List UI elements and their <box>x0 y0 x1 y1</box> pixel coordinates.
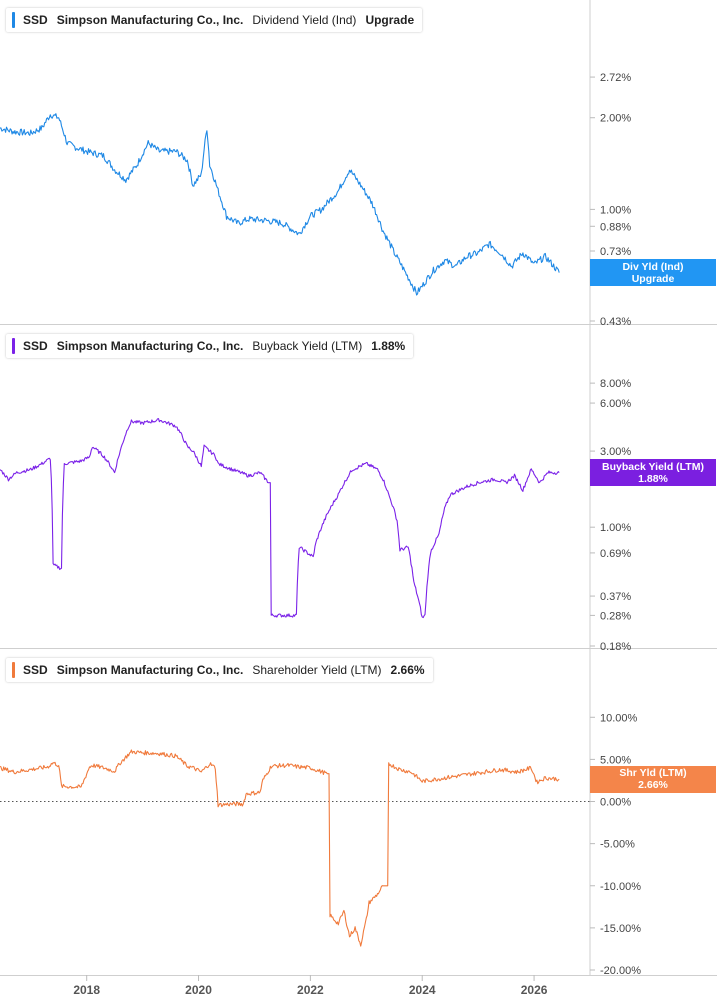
x-tick-label: 2024 <box>409 983 436 997</box>
y-tick-label: -15.00% <box>600 923 641 935</box>
legend-value: 1.88% <box>371 339 406 353</box>
dividend-yield-value-tag: Div Yld (Ind) Upgrade <box>590 259 716 287</box>
y-tick-label: 1.00% <box>600 522 631 534</box>
y-tick-label: 10.00% <box>600 712 638 724</box>
y-tick-label: 0.37% <box>600 591 631 603</box>
y-tick-label: 8.00% <box>600 378 631 390</box>
tag-value: Upgrade <box>631 272 675 285</box>
y-tick-label: 6.00% <box>600 398 631 410</box>
legend-ticker: SSD <box>23 13 48 27</box>
legend-value: 2.66% <box>390 663 425 677</box>
dividend-yield-series-line <box>0 113 560 296</box>
legend-metric: Dividend Yield (Ind) <box>252 13 357 27</box>
tag-label: Shr Yld (LTM) <box>619 767 687 780</box>
shareholder-yield-legend[interactable]: SSD Simpson Manufacturing Co., Inc. Shareh… <box>6 658 433 682</box>
y-tick-label: -20.00% <box>600 965 641 977</box>
legend-ticker: SSD <box>23 339 48 353</box>
buyback-yield-legend[interactable]: SSD Simpson Manufacturing Co., Inc. Buybac… <box>6 334 414 358</box>
y-tick-label: 0.00% <box>600 797 631 809</box>
legend-metric: Buyback Yield (LTM) <box>252 339 363 353</box>
y-tick-label: 0.18% <box>600 641 631 653</box>
legend-ticker: SSD <box>23 663 48 677</box>
legend-value: Upgrade <box>365 13 415 27</box>
dividend-yield-legend[interactable]: SSD Simpson Manufacturing Co., Inc. Divide… <box>6 8 423 32</box>
y-tick-label: 0.43% <box>600 316 631 328</box>
shareholder-yield-value-tag: Shr Yld (LTM) 2.66% <box>590 765 716 793</box>
x-tick-label: 2018 <box>73 983 100 997</box>
legend-company: Simpson Manufacturing Co., Inc. <box>56 339 244 353</box>
x-tick-label: 2020 <box>185 983 212 997</box>
y-tick-label: -5.00% <box>600 839 635 851</box>
buyback-yield-series-line <box>0 418 560 619</box>
y-tick-label: 3.00% <box>600 446 631 458</box>
legend-color-swatch <box>12 662 15 678</box>
legend-metric: Shareholder Yield (LTM) <box>252 663 382 677</box>
y-tick-label: 2.00% <box>600 113 631 125</box>
legend-color-swatch <box>12 338 15 354</box>
y-tick-label: 2.72% <box>600 72 631 84</box>
y-tick-label: 5.00% <box>600 754 631 766</box>
y-tick-label: 0.28% <box>600 610 631 622</box>
y-tick-label: 0.73% <box>600 246 631 258</box>
tag-label: Buyback Yield (LTM) <box>602 460 704 473</box>
buyback-yield-value-tag: Buyback Yield (LTM) 1.88% <box>590 459 716 487</box>
legend-color-swatch <box>12 12 15 28</box>
shareholder-yield-series-line <box>0 749 560 947</box>
y-tick-label: 0.88% <box>600 221 631 233</box>
y-tick-label: 1.00% <box>600 204 631 216</box>
tag-value: 2.66% <box>638 779 668 792</box>
x-tick-label: 2022 <box>297 983 324 997</box>
y-tick-label: -10.00% <box>600 881 641 893</box>
tag-value: 1.88% <box>638 472 668 485</box>
y-tick-label: 0.69% <box>600 548 631 560</box>
legend-company: Simpson Manufacturing Co., Inc. <box>56 13 244 27</box>
legend-company: Simpson Manufacturing Co., Inc. <box>56 663 244 677</box>
tag-label: Div Yld (Ind) <box>622 260 684 273</box>
x-tick-label: 2026 <box>521 983 548 997</box>
